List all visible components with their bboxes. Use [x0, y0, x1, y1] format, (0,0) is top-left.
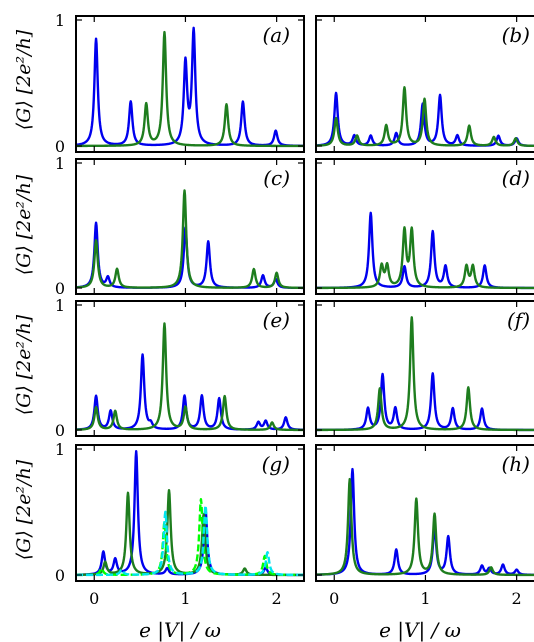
- panel-d: (d): [315, 158, 534, 295]
- x-tick-label: 1: [420, 589, 430, 608]
- panel-h: 0 1 2 (h): [315, 444, 534, 608]
- panel-frame: [315, 158, 534, 295]
- xlabel-right: e |V| / ω: [379, 618, 461, 642]
- xlabel-left: e |V| / ω: [139, 618, 221, 642]
- plot-area: [76, 26, 304, 148]
- x-tick-label: 1: [180, 589, 190, 608]
- panel-frame: [315, 444, 534, 582]
- x-tick-label: 0: [89, 589, 99, 608]
- panel-frame: [315, 15, 534, 153]
- panel-label: (a): [262, 23, 290, 47]
- ylabel-row-1: ⟨G⟩ [2e²/h]: [13, 29, 35, 130]
- ylabel-row-4: ⟨G⟩ [2e²/h]: [13, 459, 35, 560]
- panel-frame: [75, 158, 305, 295]
- panel-frame: [75, 15, 305, 153]
- panel-e: 0 1 (e): [55, 296, 305, 440]
- y-tick-label: 0: [55, 566, 65, 585]
- panel-label: (b): [502, 23, 530, 47]
- series-line-2: [76, 322, 304, 432]
- plot-area: [316, 211, 534, 290]
- y-tick-label: 0: [55, 137, 65, 156]
- panel-c: 0 1 (c): [55, 154, 305, 298]
- plot-area: [316, 467, 534, 577]
- y-tick-label: 0: [55, 279, 65, 298]
- plot-area: [76, 322, 304, 432]
- panel-label: (c): [263, 166, 290, 190]
- series-line-2: [316, 226, 534, 290]
- panel-f: (f): [315, 300, 534, 437]
- x-tick-label: 0: [329, 589, 339, 608]
- x-tick-label: 2: [272, 589, 282, 608]
- ylabel-row-3: ⟨G⟩ [2e²/h]: [13, 314, 35, 415]
- panel-frame: [315, 300, 534, 437]
- plot-area: [316, 316, 534, 432]
- series-line-2: [316, 316, 534, 432]
- panel-label: (d): [502, 166, 530, 190]
- series-line-2: [316, 477, 534, 577]
- panel-a: 0 1 (a): [55, 11, 305, 156]
- plot-area: [316, 86, 534, 148]
- y-tick-label: 1: [55, 440, 65, 459]
- panels: 01(a) (b)01(c) (d)01(e) (f)0 1 201(g)0 1 2(h): [55, 11, 534, 608]
- ylabel-row-2: ⟨G⟩ [2e²/h]: [13, 174, 35, 275]
- plot-area: [76, 189, 304, 290]
- series-line-2: [316, 86, 534, 148]
- series-line-4: [76, 504, 304, 577]
- plot-area: [76, 450, 304, 577]
- series-line-2: [76, 189, 304, 290]
- series-line-3: [76, 498, 304, 577]
- series-line-1: [316, 372, 534, 432]
- series-line-1: [316, 211, 534, 290]
- panel-frame: [75, 444, 305, 582]
- panel-g: 0 1 2 0 1 (g): [55, 440, 305, 608]
- panel-frame: [75, 300, 305, 437]
- panel-label: (e): [263, 308, 290, 332]
- series-line-2: [76, 30, 304, 148]
- x-tick-label: 2: [512, 589, 522, 608]
- panel-label: (h): [502, 452, 531, 476]
- panel-label: (g): [262, 452, 290, 476]
- y-tick-label: 1: [55, 11, 65, 30]
- panel-label: (f): [507, 308, 530, 332]
- y-tick-label: 1: [55, 154, 65, 173]
- y-tick-label: 0: [55, 421, 65, 440]
- panel-b: (b): [315, 15, 534, 153]
- y-tick-label: 1: [55, 296, 65, 315]
- series-line-1: [76, 353, 304, 431]
